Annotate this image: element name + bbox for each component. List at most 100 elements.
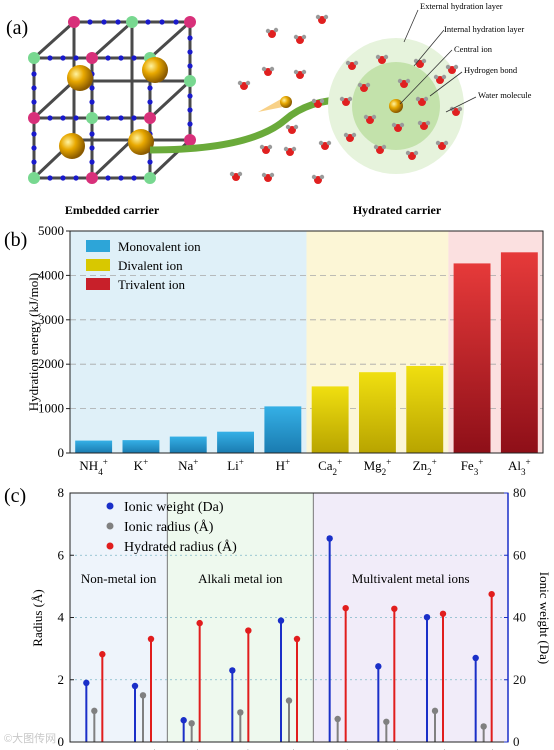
y-tick-label: 8 [58,485,65,500]
bar [75,440,113,453]
lollipop-point [285,697,293,704]
panel-b: (b) 0 1000 2000 3000 4000 5000 NH4+ K+ Na+ Li+ H+ C… [4,223,544,477]
panel-b-legend: Monovalent ion Divalent ion Trivalent ion [86,239,201,292]
lollipop-point [229,667,236,674]
region-label: Non-metal ion [81,571,157,586]
x-tick-label: H3O+ [78,748,111,750]
annotation-water-molecule: Water molecule [478,90,532,100]
panel-c: (c) Non-metal ion Alkali metal ion Multiva… [4,485,552,750]
y-tick-label: 4000 [38,267,64,282]
lollipop-point [383,718,390,725]
legend-swatch [86,259,110,271]
bar [500,252,538,453]
y-tick-label: 1000 [38,401,64,416]
embedded-ion-spheres [59,57,168,159]
lollipop-point [196,619,203,627]
bar [359,372,396,453]
lollipop-point [91,707,98,715]
y-tick-label: 2000 [38,356,64,371]
annotation-central-ion: Central ion [454,44,493,54]
y-tick-label: 6 [58,547,65,562]
lollipop-point [180,717,187,724]
x-tick-label: Zn2+ [326,747,350,750]
x-tick-label: Ca2+ [318,457,342,477]
x-tick-label: Na+ [178,457,198,473]
lollipop-point [439,610,447,617]
legend-marker [106,542,114,550]
panel-b-axes: 0 1000 2000 3000 4000 5000 NH4+ K+ Na+ Li+ H+ Ca2+ M… [38,223,544,477]
lollipop-point [326,535,333,542]
y2-tick-label: 0 [513,734,520,749]
lattice-cube-illustration [32,20,192,180]
lollipop-point [83,679,90,687]
panel-c-y2label: Ionic weight (Da) [537,572,552,664]
lollipop-point [99,651,106,658]
y2-tick-label: 80 [513,485,526,500]
caption-hydrated-carrier: Hydrated carrier [353,203,442,217]
x-tick-label: Al3+ [472,747,495,750]
lollipop-point [277,617,285,624]
panel-b-bars [75,252,538,453]
y2-tick-label: 60 [513,547,526,562]
legend-marker [106,502,114,510]
annotation-internal-layer: Internal hydration layer [444,24,524,34]
lollipop-point [245,627,252,634]
bar [122,440,160,453]
y-tick-label: 3000 [38,312,64,327]
bar [169,436,207,453]
lollipop-point [334,715,341,723]
y2-tick-label: 40 [513,610,526,625]
hydrated-carrier-illustration [328,38,464,174]
bar [406,365,444,453]
region-label: Alkali metal ion [198,571,283,586]
x-tick-label: Al3+ [508,457,531,477]
legend-label: Ionic radius (Å) [124,519,214,535]
caption-embedded-carrier: Embedded carrier [65,203,160,217]
x-tick-label: Ca2+ [423,747,447,750]
bar [453,263,491,453]
region-label: Multivalent metal ions [352,571,470,586]
legend-label: Monovalent ion [118,239,201,254]
legend-label: Hydrated radius (Å) [124,539,237,555]
plot-frame [69,230,544,454]
lollipop-point [342,604,349,612]
lollipop-point [431,707,439,715]
legend-swatch [86,240,110,252]
annotation-leaders [399,9,477,113]
lollipop-point [188,720,195,727]
panel-a-label: (a) [6,17,28,39]
y-tick-label: 2 [58,672,65,687]
lollipop-point [488,590,495,598]
panel-c-axes: 02468020406080H3O+NH4+Li+Na+K+Zn2+Mg2+Ca… [58,485,527,750]
bar [264,406,302,453]
panel-c-lollipops [83,535,495,742]
lollipop-point [423,613,431,621]
lollipop-point [147,635,155,643]
legend-label: Trivalent ion [118,277,186,292]
watermark: ©大图传网 [4,733,57,745]
x-tick-label: Li+ [183,747,200,750]
y-tick-label: 5000 [38,223,64,238]
y-tick-label: 0 [58,734,65,749]
x-tick-label: NH4+ [129,747,157,750]
panel-a: (a) [6,1,532,217]
y-tick-label: 4 [58,610,65,625]
x-tick-label: Na+ [230,747,250,750]
panel-b-ylabel: Hydration energy (kJ/mol) [26,273,41,411]
lollipop-point [139,692,147,699]
bar [311,386,349,453]
x-tick-label: Li+ [227,457,244,473]
annotation-hydrogen-bond: Hydrogen bond [464,65,518,75]
water-molecules [229,14,463,184]
legend-swatch [86,278,110,290]
x-tick-label: K+ [282,747,297,750]
y2-tick-label: 20 [513,672,526,687]
panel-c-gridlines [70,554,508,681]
lollipop-point [391,605,398,612]
x-tick-label: K+ [134,457,149,473]
lollipop-point [472,654,479,662]
panel-c-ylabel: Radius (Å) [30,589,45,646]
moving-ion [258,96,292,112]
panel-c-legend: Ionic weight (Da) Ionic radius (Å) Hydrate… [106,500,237,555]
